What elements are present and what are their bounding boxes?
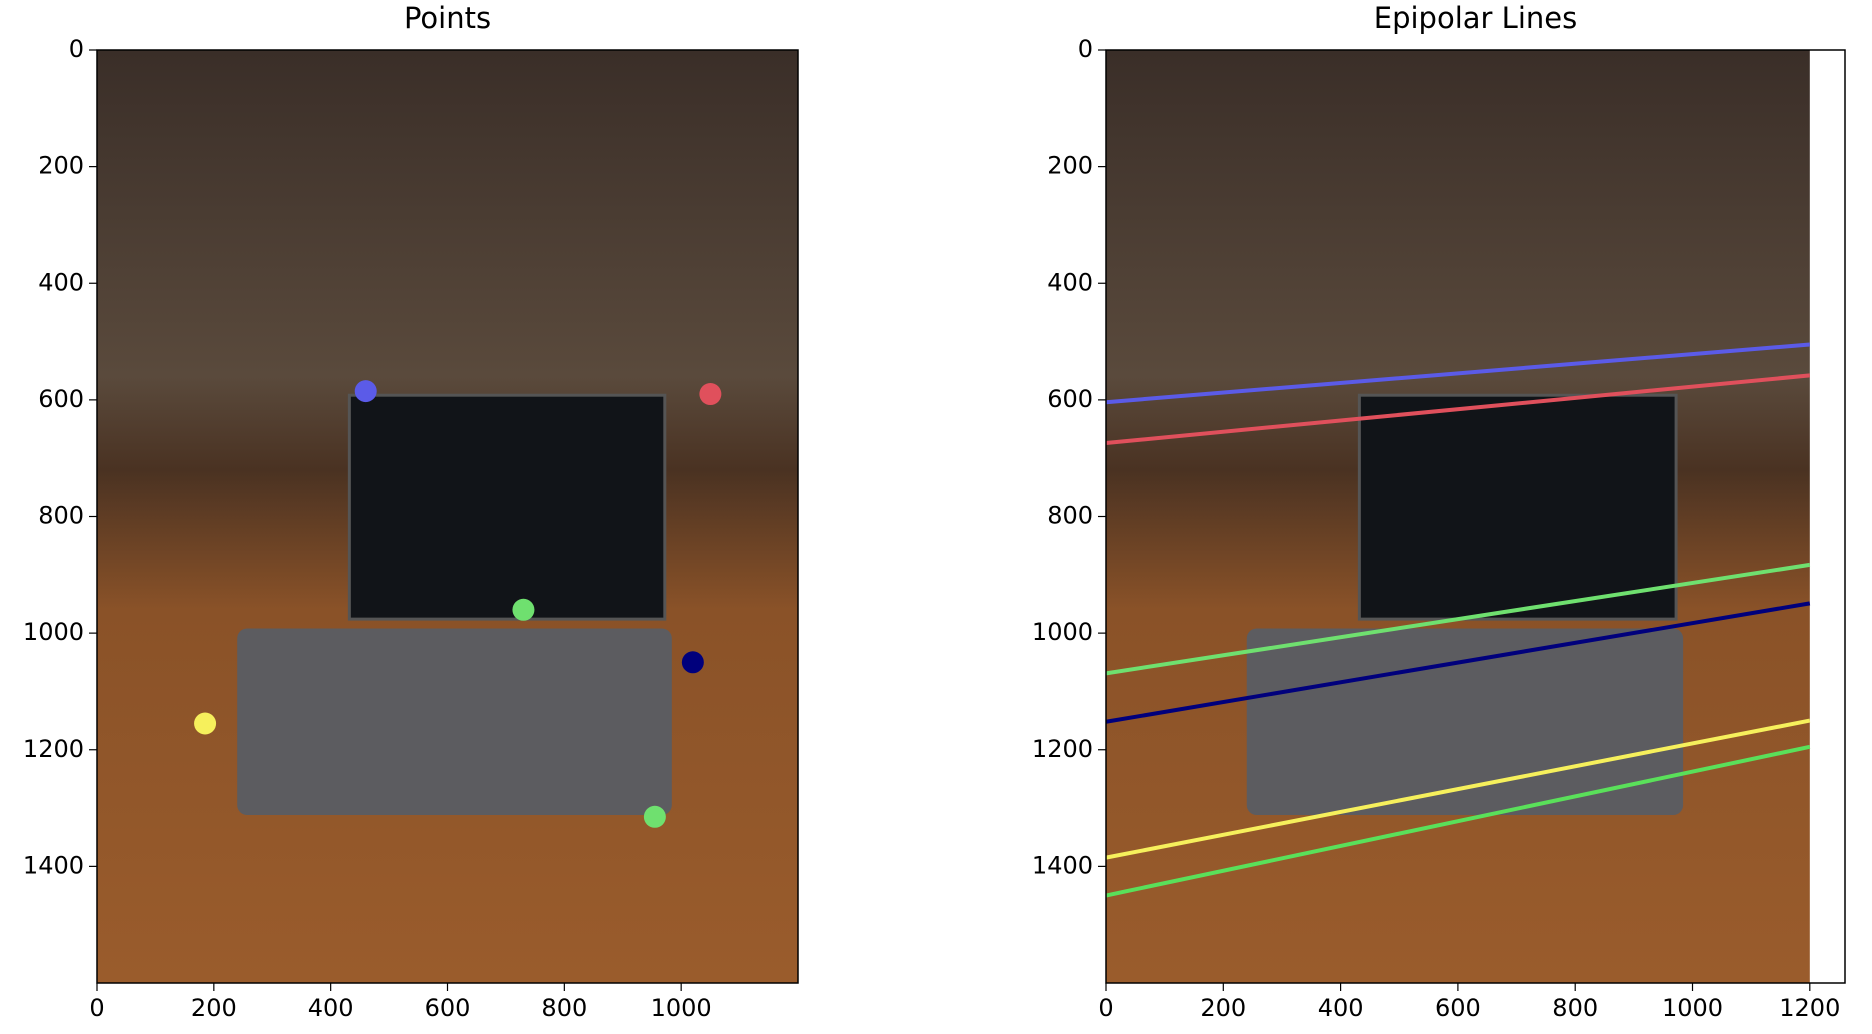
y-tick-label: 1400 — [23, 851, 84, 879]
y-tick-label: 0 — [69, 35, 84, 63]
x-tick-label: 200 — [1200, 994, 1246, 1022]
y-tick-label: 0 — [1078, 35, 1093, 63]
x-tick-label: 1000 — [1662, 994, 1723, 1022]
y-tick-label: 600 — [1047, 385, 1093, 413]
x-tick-label: 400 — [308, 994, 354, 1022]
point — [194, 712, 217, 735]
laptop-screen — [1357, 393, 1678, 621]
y-tick-label: 200 — [38, 152, 84, 180]
y-tick-label: 400 — [1047, 268, 1093, 296]
y-tick-label: 200 — [1047, 152, 1093, 180]
axes-frame — [96, 49, 799, 984]
y-tick-label: 1200 — [23, 735, 84, 763]
x-tick-label: 1000 — [651, 994, 712, 1022]
chart-title: Points — [404, 1, 491, 35]
y-tick-label: 800 — [38, 502, 84, 530]
epipolar-line — [1105, 373, 1811, 446]
y-tick-label: 600 — [38, 385, 84, 413]
point — [354, 380, 377, 403]
point — [681, 651, 704, 674]
axes-frame — [1105, 49, 1846, 984]
epipolar-line — [1105, 718, 1811, 860]
y-tick-label: 400 — [38, 268, 84, 296]
x-tick-label: 1200 — [1779, 994, 1840, 1022]
x-tick-label: 800 — [1552, 994, 1598, 1022]
epipolar-line — [1105, 562, 1811, 676]
x-tick-label: 0 — [89, 994, 104, 1022]
point — [699, 383, 722, 406]
y-tick-label: 1400 — [1032, 851, 1093, 879]
y-tick-label: 1000 — [1032, 618, 1093, 646]
y-tick-label: 800 — [1047, 502, 1093, 530]
y-tick-label: 1000 — [23, 618, 84, 646]
x-tick-label: 600 — [1435, 994, 1481, 1022]
x-tick-label: 400 — [1318, 994, 1364, 1022]
x-tick-label: 800 — [541, 994, 587, 1022]
epipolar-line — [1105, 601, 1811, 724]
point — [643, 805, 666, 828]
epipolar-line — [1105, 744, 1811, 898]
laptop-screen — [347, 393, 667, 621]
x-tick-label: 600 — [425, 994, 471, 1022]
x-tick-label: 200 — [191, 994, 237, 1022]
laptop-base — [237, 628, 672, 816]
y-tick-label: 1200 — [1032, 735, 1093, 763]
point — [512, 598, 535, 621]
epipolar-line — [1105, 342, 1810, 405]
chart-title: Epipolar Lines — [1374, 1, 1577, 35]
x-tick-label: 0 — [1098, 994, 1113, 1022]
